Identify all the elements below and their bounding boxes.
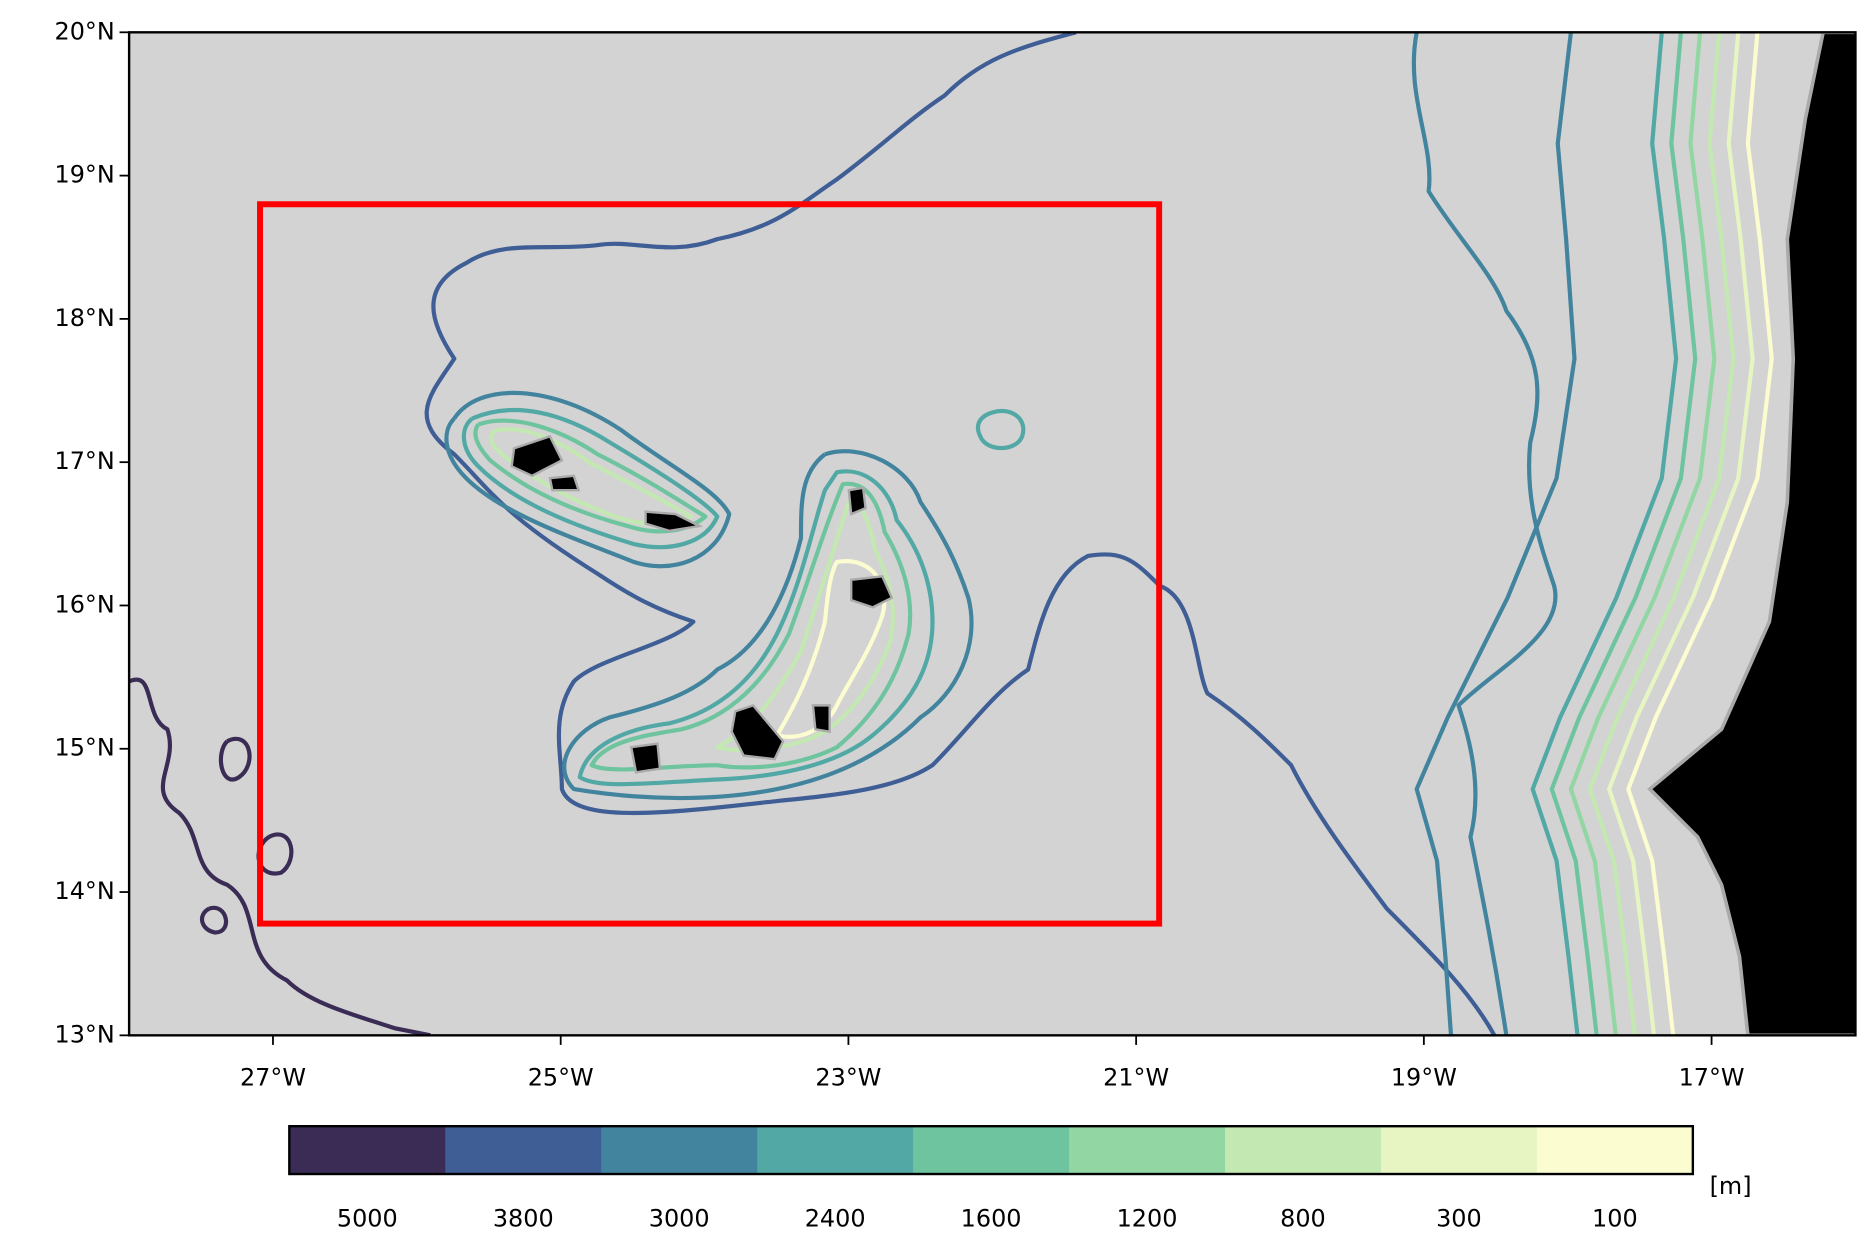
shelf-contour xyxy=(1414,32,1577,1036)
colorbar-label: 3000 xyxy=(649,1204,710,1232)
colorbar-label: 3800 xyxy=(493,1204,554,1232)
land xyxy=(1647,32,1856,1036)
x-tick-label: 17°W xyxy=(1679,1063,1745,1091)
x-tick-label: 19°W xyxy=(1391,1063,1457,1091)
shelf-contours xyxy=(1414,32,1774,1036)
y-tick-label: 19°N xyxy=(55,161,115,189)
contour xyxy=(129,677,431,1036)
colorbar-segment xyxy=(445,1126,602,1175)
colorbar-label: 1200 xyxy=(1117,1204,1178,1232)
colorbar-label: 5000 xyxy=(337,1204,398,1232)
ocean xyxy=(129,32,1856,1036)
colorbar-label: 2400 xyxy=(805,1204,866,1232)
x-tick-label: 21°W xyxy=(1103,1063,1169,1091)
contour xyxy=(424,32,1497,1036)
region-box xyxy=(257,201,1163,927)
island xyxy=(510,434,894,774)
colorbar-segment xyxy=(757,1126,914,1175)
map-frame xyxy=(127,31,1857,1037)
colorbar-segment xyxy=(289,1126,446,1175)
colorbar-segment xyxy=(601,1126,758,1175)
shelf-contour xyxy=(1587,32,1736,1036)
y-tick-label: 16°N xyxy=(55,590,115,618)
y-tick-label: 15°N xyxy=(55,734,115,762)
colorbar-unit: [m] xyxy=(1710,1172,1752,1200)
x-tick-label: 27°W xyxy=(240,1063,306,1091)
colorbar-segment xyxy=(1225,1126,1382,1175)
x-tick-label: 23°W xyxy=(815,1063,881,1091)
y-tick-label: 13°N xyxy=(55,1020,115,1048)
colorbar-label: 100 xyxy=(1592,1204,1638,1232)
colorbar-label: 1600 xyxy=(961,1204,1022,1232)
shelf-contour xyxy=(1626,32,1774,1036)
y-tick-label: 20°N xyxy=(55,17,115,45)
shelf-contour xyxy=(1607,32,1755,1036)
colorbar-label: 300 xyxy=(1436,1204,1482,1232)
shelf-contour xyxy=(1568,32,1717,1036)
colorbar-frame xyxy=(288,1125,1695,1176)
colorbar-segment xyxy=(1069,1126,1226,1175)
x-tick-label: 25°W xyxy=(528,1063,594,1091)
y-tick-label: 14°N xyxy=(55,877,115,905)
contour xyxy=(444,390,974,801)
colorbar-label: 800 xyxy=(1280,1204,1326,1232)
colorbar-segment xyxy=(1380,1126,1538,1175)
contour xyxy=(461,407,1026,787)
y-tick-label: 17°N xyxy=(55,447,115,475)
y-tick-label: 18°N xyxy=(55,304,115,332)
shelf-contour xyxy=(1549,32,1698,1036)
colorbar-segment xyxy=(1536,1126,1694,1175)
colorbar-segment xyxy=(913,1126,1070,1175)
shelf-contour xyxy=(1530,32,1679,1036)
